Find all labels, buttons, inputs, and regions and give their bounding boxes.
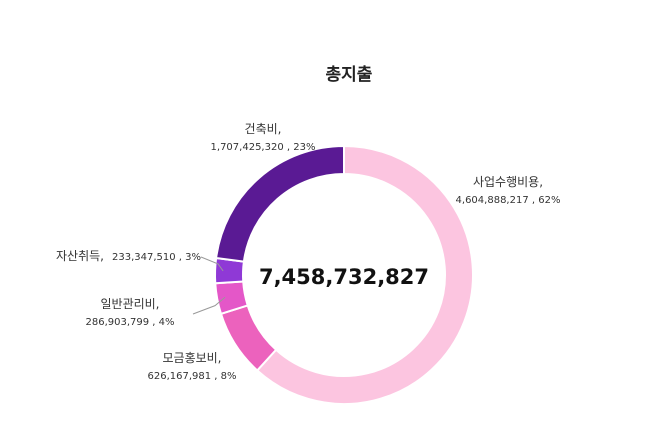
slice-value-label-5: 1,707,425,320 , 23% [211, 142, 316, 153]
slice-label-2: 모금홍보비, [162, 351, 221, 365]
slice-value-label-1: 4,604,888,217 , 62% [456, 195, 561, 206]
slice-value-label-2: 626,167,981 , 8% [147, 371, 236, 382]
slice-value-label-3: 286,903,799 , 4% [85, 317, 174, 328]
slice-1 [255, 144, 474, 405]
slice-5 [215, 144, 345, 263]
slice-label-3: 일반관리비, [100, 297, 159, 311]
leader-line-3 [192, 296, 226, 315]
slice-label-4: 자산취득, [56, 249, 104, 263]
chart-title: 총지출 [326, 65, 373, 85]
slice-label-1: 사업수행비용, [473, 174, 543, 189]
center-total: 7,458,732,827 [259, 265, 429, 289]
slice-value-label-4: 233,347,510 , 3% [112, 252, 201, 263]
leader-line-4 [200, 256, 224, 272]
slice-label-5: 건축비, [245, 122, 282, 136]
